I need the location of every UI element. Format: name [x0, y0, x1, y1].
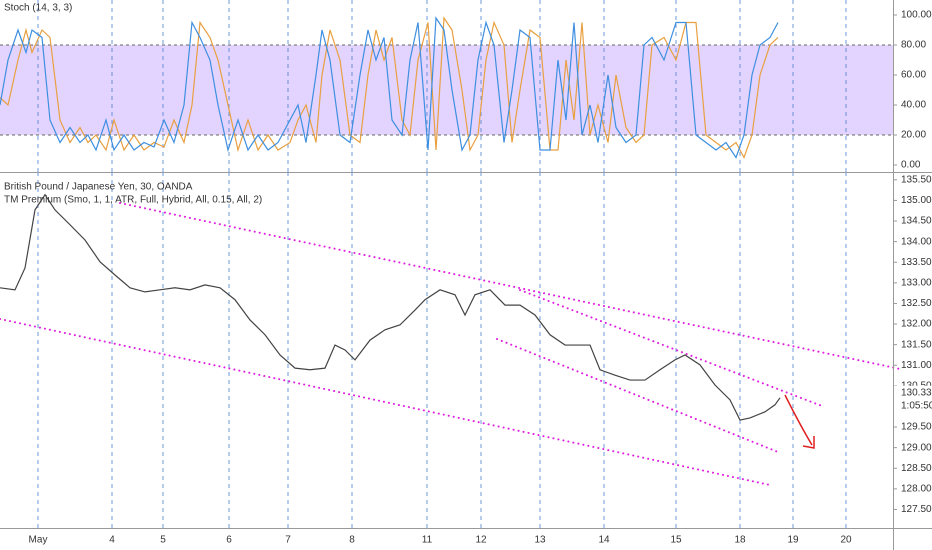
- price-title: British Pound / Japanese Yen, 30, OANDA: [4, 182, 193, 193]
- series-line: [0, 16, 779, 159]
- series-line: [0, 193, 781, 421]
- x-tick-label: 8: [349, 535, 355, 546]
- band: [0, 44, 893, 135]
- last-price-label: 130.332: [901, 387, 932, 398]
- stoch-title: Stoch (14, 3, 3): [4, 3, 72, 14]
- arrow: [784, 394, 813, 446]
- y-tick-label: 80.00: [901, 40, 926, 51]
- y-tick-label: 129.000: [901, 442, 932, 453]
- y-tick-label: 133.500: [901, 257, 932, 268]
- series-line: [0, 16, 779, 159]
- x-tick-label: 6: [226, 535, 232, 546]
- y-tick-label: 20.00: [901, 130, 926, 141]
- x-tick-label: 14: [598, 535, 610, 546]
- y-tick-label: 128.000: [901, 483, 932, 494]
- countdown-box: [894, 399, 932, 413]
- arrow-head: [802, 436, 815, 449]
- x-tick-label: 19: [787, 535, 799, 546]
- y-tick-label: 128.500: [901, 463, 932, 474]
- last-price-box: [894, 385, 932, 400]
- y-tick-label: 131.000: [901, 360, 932, 371]
- countdown-label: 1:05:50: [901, 400, 932, 411]
- x-tick-label: 12: [475, 535, 487, 546]
- trend-line: [496, 338, 779, 453]
- y-tick-label: 135.500: [901, 174, 932, 185]
- x-tick-label: 18: [734, 535, 746, 546]
- y-tick-label: 131.500: [901, 339, 932, 350]
- x-tick-label: May: [29, 535, 48, 546]
- y-tick-label: 100.00: [901, 10, 932, 21]
- trend-line: [519, 289, 823, 407]
- x-tick-label: 11: [422, 535, 433, 546]
- y-tick-label: 0.00: [901, 160, 921, 171]
- x-tick-label: 20: [840, 535, 852, 546]
- y-tick-label: 135.000: [901, 195, 932, 206]
- x-tick-label: 7: [285, 535, 291, 546]
- x-tick-label: 15: [670, 535, 682, 546]
- indicator-title: TM Premium (Smo, 1, 1, ATR, Full, Hybrid…: [4, 195, 262, 206]
- x-tick-label: 5: [160, 535, 166, 546]
- y-tick-label: 129.500: [901, 422, 932, 433]
- x-tick-label: 13: [534, 535, 546, 546]
- trend-line: [119, 202, 901, 370]
- y-tick-label: 133.000: [901, 277, 932, 288]
- x-tick-label: 4: [109, 535, 115, 546]
- y-tick-label: 134.000: [901, 236, 932, 247]
- y-tick-label: 132.500: [901, 298, 932, 309]
- y-tick-label: 60.00: [901, 70, 926, 81]
- y-tick-label: 40.00: [901, 100, 926, 111]
- y-tick-label: 134.500: [901, 216, 932, 227]
- y-tick-label: 127.500: [901, 504, 932, 515]
- y-tick-label: 132.000: [901, 319, 932, 330]
